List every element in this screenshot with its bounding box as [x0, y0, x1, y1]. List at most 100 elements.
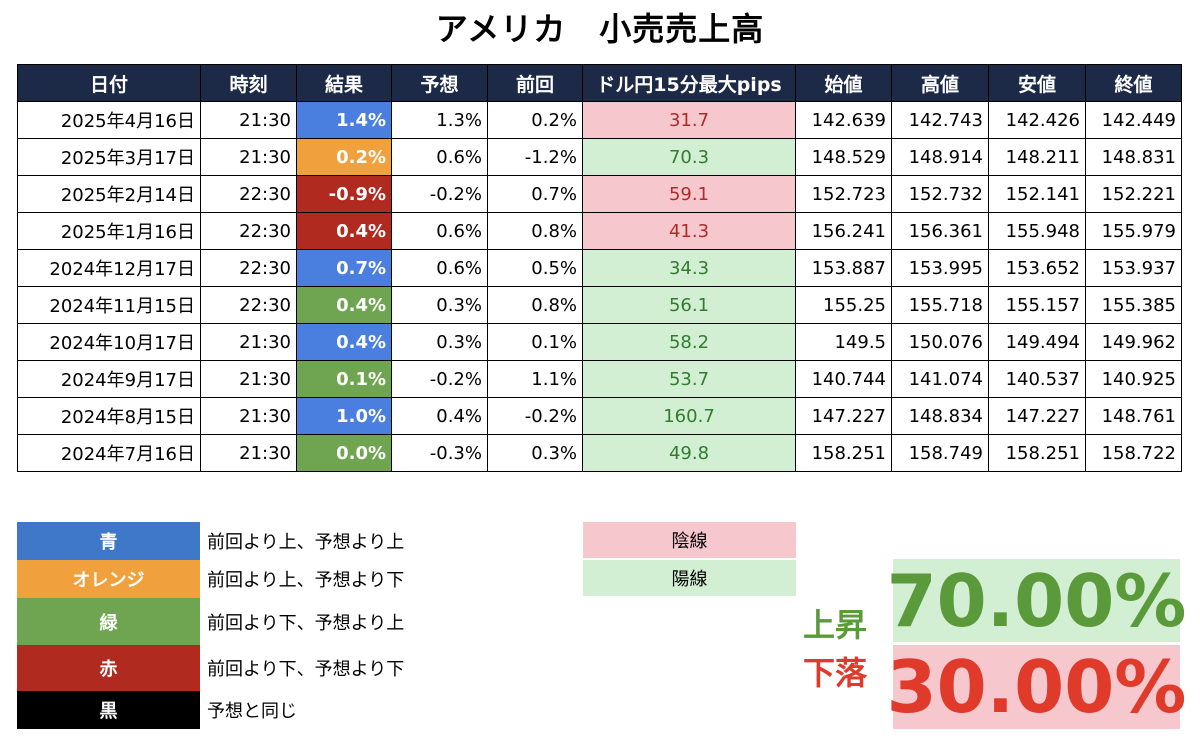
pips-cell: 31.7 [582, 101, 796, 139]
previous-cell: 0.5% [487, 249, 583, 287]
table-row: 2025年4月16日 21:30 1.4% 1.3% 0.2% 31.7 142.639 14… [17, 101, 1182, 139]
high-cell: 155.718 [891, 286, 989, 324]
result-cell: 1.4% [296, 101, 392, 139]
pips-cell: 160.7 [582, 397, 796, 435]
legend-swatch-orange: オレンジ [17, 560, 200, 598]
time-cell: 21:30 [200, 101, 297, 139]
col-header-forecast: 予想 [391, 64, 488, 102]
previous-cell: -0.2% [487, 397, 583, 435]
legend-description-black: 予想と同じ [207, 701, 297, 722]
result-cell: 1.0% [296, 397, 392, 435]
time-cell: 21:30 [200, 397, 297, 435]
low-cell: 142.426 [988, 101, 1086, 139]
high-cell: 150.076 [891, 323, 989, 361]
table-row: 2024年12月17日 22:30 0.7% 0.6% 0.5% 34.3 153.887 1… [17, 249, 1182, 287]
legend-description-blue: 前回より上、予想より上 [207, 532, 405, 553]
legend-description-green: 前回より下、予想より上 [207, 612, 405, 634]
forecast-cell: 0.3% [391, 286, 488, 324]
col-header-high: 高値 [891, 64, 989, 102]
date-cell: 2025年3月17日 [17, 138, 201, 176]
time-cell: 22:30 [200, 175, 297, 213]
low-cell: 155.157 [988, 286, 1086, 324]
col-header-result: 結果 [296, 64, 392, 102]
bullish-candle-key: 陽線 [583, 560, 796, 596]
forecast-cell: 0.6% [391, 138, 488, 176]
low-cell: 140.537 [988, 360, 1086, 398]
col-header-open: 始値 [795, 64, 892, 102]
time-cell: 21:30 [200, 360, 297, 398]
col-header-pips: ドル円15分最大pips [582, 64, 796, 102]
forecast-cell: -0.2% [391, 360, 488, 398]
table-row: 2025年3月17日 21:30 0.2% 0.6% -1.2% 70.3 148.529 1… [17, 138, 1182, 176]
col-header-close: 終値 [1085, 64, 1182, 102]
table-row: 2024年7月16日 21:30 0.0% -0.3% 0.3% 49.8 158.251 1… [17, 434, 1182, 472]
result-cell: 0.7% [296, 249, 392, 287]
previous-cell: -1.2% [487, 138, 583, 176]
date-cell: 2024年11月15日 [17, 286, 201, 324]
previous-cell: 0.2% [487, 101, 583, 139]
high-cell: 156.361 [891, 212, 989, 250]
high-cell: 148.834 [891, 397, 989, 435]
date-cell: 2024年10月17日 [17, 323, 201, 361]
low-cell: 152.141 [988, 175, 1086, 213]
forecast-cell: 0.6% [391, 249, 488, 287]
result-cell: -0.9% [296, 175, 392, 213]
legend-swatch-red: 赤 [17, 645, 200, 691]
pips-cell: 53.7 [582, 360, 796, 398]
forecast-cell: 0.3% [391, 323, 488, 361]
col-header-low: 安値 [988, 64, 1086, 102]
previous-cell: 0.8% [487, 212, 583, 250]
close-cell: 142.449 [1085, 101, 1182, 139]
previous-cell: 0.3% [487, 434, 583, 472]
pips-cell: 56.1 [582, 286, 796, 324]
high-cell: 153.995 [891, 249, 989, 287]
forecast-cell: 0.6% [391, 212, 488, 250]
table-row: 2024年10月17日 21:30 0.4% 0.3% 0.1% 58.2 149.5 150… [17, 323, 1182, 361]
open-cell: 148.529 [795, 138, 892, 176]
open-cell: 147.227 [795, 397, 892, 435]
close-cell: 148.761 [1085, 397, 1182, 435]
open-cell: 155.25 [795, 286, 892, 324]
open-cell: 152.723 [795, 175, 892, 213]
page-title: アメリカ 小売売上高 [435, 10, 765, 48]
low-cell: 153.652 [988, 249, 1086, 287]
open-cell: 142.639 [795, 101, 892, 139]
down-label: 下落 [803, 654, 868, 692]
legend-swatch-green: 緑 [17, 598, 200, 645]
close-cell: 140.925 [1085, 360, 1182, 398]
forecast-cell: -0.3% [391, 434, 488, 472]
high-cell: 142.743 [891, 101, 989, 139]
open-cell: 156.241 [795, 212, 892, 250]
time-cell: 22:30 [200, 212, 297, 250]
previous-cell: 0.8% [487, 286, 583, 324]
table-header-row: 日付 時刻 結果 予想 前回 ドル円15分最大pips 始値 高値 安値 終値 [17, 64, 1182, 102]
low-cell: 155.948 [988, 212, 1086, 250]
date-cell: 2024年7月16日 [17, 434, 201, 472]
table-row: 2024年9月17日 21:30 0.1% -0.2% 1.1% 53.7 140.744 1… [17, 360, 1182, 398]
table-row: 2025年2月14日 22:30 -0.9% -0.2% 0.7% 59.1 152.723… [17, 175, 1182, 213]
legend-description-orange: 前回より上、予想より下 [207, 570, 405, 591]
open-cell: 140.744 [795, 360, 892, 398]
result-cell: 0.0% [296, 434, 392, 472]
up-percentage: 70.00% [886, 558, 1187, 643]
col-header-date: 日付 [17, 64, 201, 102]
close-cell: 155.979 [1085, 212, 1182, 250]
close-cell: 148.831 [1085, 138, 1182, 176]
bearish-candle-key: 陰線 [583, 522, 796, 558]
forecast-cell: 1.3% [391, 101, 488, 139]
close-cell: 153.937 [1085, 249, 1182, 287]
legend-description-red: 前回より下、予想より下 [207, 659, 405, 680]
legend-swatch-black: 黒 [17, 691, 200, 729]
close-cell: 158.722 [1085, 434, 1182, 472]
low-cell: 149.494 [988, 323, 1086, 361]
high-cell: 152.732 [891, 175, 989, 213]
close-cell: 149.962 [1085, 323, 1182, 361]
high-cell: 148.914 [891, 138, 989, 176]
result-cell: 0.2% [296, 138, 392, 176]
open-cell: 158.251 [795, 434, 892, 472]
date-cell: 2025年4月16日 [17, 101, 201, 139]
low-cell: 158.251 [988, 434, 1086, 472]
date-cell: 2024年9月17日 [17, 360, 201, 398]
table-row: 2025年1月16日 22:30 0.4% 0.6% 0.8% 41.3 156.241 15… [17, 212, 1182, 250]
pips-cell: 49.8 [582, 434, 796, 472]
